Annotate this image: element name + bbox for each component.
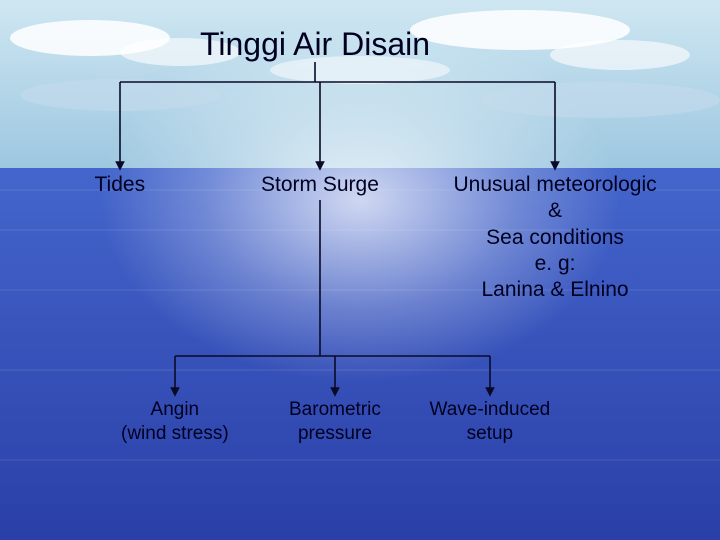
node-storm-surge: Storm Surge [261,172,379,198]
text-layer: Tinggi Air Disain Tides Storm Surge Unus… [0,0,720,540]
node-barometric: Barometric pressure [289,398,381,446]
node-wave-induced: Wave-induced setup [430,398,551,446]
node-angin: Angin (wind stress) [121,398,229,446]
title-node: Tinggi Air Disain [200,24,430,64]
node-tides: Tides [95,172,146,198]
diagram-stage: Tinggi Air Disain Tides Storm Surge Unus… [0,0,720,540]
node-unusual: Unusual meteorologic & Sea conditions e.… [454,172,657,303]
